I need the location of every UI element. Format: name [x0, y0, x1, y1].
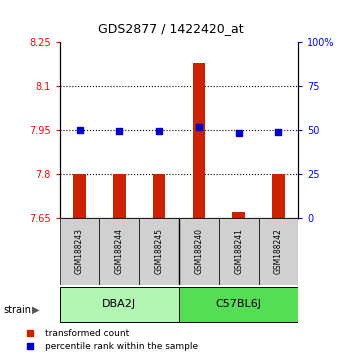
Bar: [193, 63, 205, 218]
Bar: [219, 218, 258, 285]
Bar: [272, 174, 285, 218]
Bar: [258, 218, 298, 285]
Text: ▶: ▶: [32, 305, 40, 315]
Bar: [60, 218, 100, 285]
Bar: [73, 174, 86, 218]
Text: GSM188241: GSM188241: [234, 228, 243, 274]
Bar: [60, 287, 179, 322]
Text: percentile rank within the sample: percentile rank within the sample: [45, 342, 198, 351]
Bar: [153, 174, 165, 218]
Point: [117, 128, 122, 134]
Bar: [113, 174, 126, 218]
Point: [236, 130, 241, 136]
Point: [157, 128, 162, 133]
Point: [276, 129, 281, 135]
Point: [27, 330, 32, 336]
Text: strain: strain: [3, 305, 31, 315]
Point: [27, 343, 32, 349]
Bar: [139, 218, 179, 285]
Text: GSM188240: GSM188240: [194, 228, 204, 274]
Bar: [179, 218, 219, 285]
Text: transformed count: transformed count: [45, 329, 130, 338]
Bar: [232, 212, 245, 218]
Text: GSM188244: GSM188244: [115, 228, 124, 274]
Text: GSM188245: GSM188245: [154, 228, 164, 274]
Text: C57BL6J: C57BL6J: [216, 299, 262, 309]
Text: GDS2877 / 1422420_at: GDS2877 / 1422420_at: [98, 22, 243, 35]
Bar: [179, 287, 298, 322]
Point: [196, 124, 202, 130]
Text: DBA2J: DBA2J: [102, 299, 136, 309]
Text: GSM188243: GSM188243: [75, 228, 84, 274]
Bar: [100, 218, 139, 285]
Point: [77, 127, 82, 133]
Text: GSM188242: GSM188242: [274, 228, 283, 274]
